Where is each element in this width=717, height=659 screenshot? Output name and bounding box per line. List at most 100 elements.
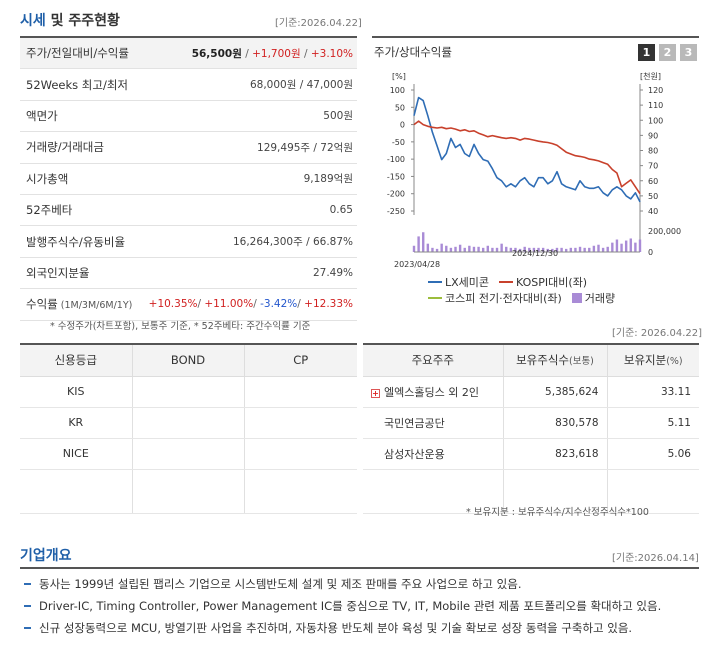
row-label: 시가총액 xyxy=(26,171,69,186)
credit-cp xyxy=(243,376,357,408)
credit-empty xyxy=(243,469,357,514)
overview-text: 신규 성장동력으로 MCU, 방열기판 사업을 추진하며, 자동차용 반도체 분… xyxy=(39,621,633,635)
holder-ratio: 33.11 xyxy=(606,376,699,408)
left-tick-label: -100 xyxy=(387,155,405,164)
market-row-par: 액면가 500원 xyxy=(20,101,357,133)
chart-page-3-button[interactable]: 3 xyxy=(680,43,697,61)
volume-bar xyxy=(606,246,609,252)
holders-table: 주요주주 보유주식수(보통) 보유지분(%) + 엘엑스홀딩스 외 2인 5,38… xyxy=(363,343,699,514)
right-tick-label: 80 xyxy=(648,147,658,156)
chart-page-1-button[interactable]: 1 xyxy=(638,43,655,61)
holders-footnote: * 보유지분 : 보유주식수/지수산정주식수*100 xyxy=(466,507,649,518)
market-row-beta: 52주베타 0.65 xyxy=(20,195,357,227)
volume-bar xyxy=(551,248,554,252)
left-tick-label: -150 xyxy=(387,172,405,181)
market-row-price: 주가/전일대비/수익률 56,500원 / +1,700원 / +3.10% xyxy=(20,38,357,70)
row-label: 발행주식수/유동비율 xyxy=(26,234,126,249)
volume-bar xyxy=(417,236,420,252)
table-row: KIS xyxy=(20,376,357,408)
holders-header-ratio: 보유지분(%) xyxy=(606,344,699,377)
chart-header: 주가/상대수익률 1 2 3 xyxy=(372,36,699,66)
table-row: KR xyxy=(20,407,357,439)
x-tick-label: 2023/04/28 xyxy=(394,260,440,269)
right-tick-label: 100 xyxy=(648,116,663,125)
volume-bar xyxy=(426,243,430,252)
credit-header-row: 신용등급 BOND CP xyxy=(20,344,357,377)
separator: / xyxy=(253,298,261,311)
volume-bar xyxy=(555,247,559,252)
table-row xyxy=(363,469,699,514)
volume-bar xyxy=(583,247,586,252)
legend-item-kospi: KOSPI대비(좌) xyxy=(499,274,587,290)
row-value: +10.35%/ +11.00%/ -3.42%/ +12.33% xyxy=(149,298,353,310)
chart-page-2-button[interactable]: 2 xyxy=(659,43,676,61)
credit-agency: NICE xyxy=(20,438,132,470)
expand-plus-icon[interactable]: + xyxy=(371,388,380,398)
header-label: 보유주식수 xyxy=(516,353,569,368)
header-label: 보유지분 xyxy=(623,353,667,368)
volume-bar xyxy=(592,245,596,252)
legend-label: 거래량 xyxy=(584,292,616,305)
overview-text: 동사는 1999년 설립된 팹리스 기업으로 시스템반도체 설계 및 제조 판매… xyxy=(39,577,522,591)
credit-header-bond: BOND xyxy=(131,344,244,377)
bullet-dash-icon xyxy=(24,583,31,585)
row-value: 56,500원 / +1,700원 / +3.10% xyxy=(192,46,353,61)
market-row-foreign: 외국인지분율 27.49% xyxy=(20,258,357,290)
series-line-price xyxy=(413,96,641,203)
credit-cp xyxy=(243,438,357,470)
volume-bar xyxy=(514,247,517,252)
volume-bar xyxy=(597,244,600,252)
volume-tick-label: 0 xyxy=(648,248,653,257)
holder-empty xyxy=(606,469,699,514)
market-title-sub: 및 주주현황 xyxy=(50,13,120,29)
return-3m: +11.00% xyxy=(204,298,254,311)
left-tick-label: -200 xyxy=(387,190,405,199)
holder-shares: 823,618 xyxy=(502,438,607,470)
volume-bar xyxy=(569,247,573,252)
series-line-kospi-relative xyxy=(413,120,641,195)
row-label: 52주베타 xyxy=(26,203,73,218)
return-1y: +12.33% xyxy=(304,298,353,311)
right-tick-label: 40 xyxy=(648,207,658,216)
credit-bond xyxy=(131,407,244,439)
volume-bar xyxy=(495,247,499,252)
volume-bar xyxy=(523,246,526,252)
legend-swatch xyxy=(428,297,442,299)
separator: / xyxy=(241,47,253,60)
overview-date: [기준:2026.04.14] xyxy=(612,553,699,564)
credit-agency: KR xyxy=(20,407,132,439)
volume-bar xyxy=(440,243,443,252)
volume-bar xyxy=(472,246,476,252)
left-axis-unit: [%] xyxy=(392,72,406,81)
table-row: 삼성자산운용 823,618 5.06 xyxy=(363,438,699,470)
volume-bar xyxy=(537,247,540,252)
legend-swatch xyxy=(499,281,514,283)
return-1m: +10.35% xyxy=(148,298,198,311)
volume-bar xyxy=(578,246,582,252)
change-pct: +3.10% xyxy=(310,47,353,60)
volume-bar xyxy=(486,245,489,252)
list-item: 신규 성장동력으로 MCU, 방열기판 사업을 추진하며, 자동차용 반도체 분… xyxy=(24,620,704,642)
volume-bar xyxy=(560,247,563,252)
market-table: 주가/전일대비/수익률 56,500원 / +1,700원 / +3.10% 5… xyxy=(20,36,357,321)
row-label: 외국인지분율 xyxy=(26,265,90,280)
volume-bar xyxy=(468,245,471,252)
volume-bar xyxy=(615,239,619,252)
stock-chart: [%] [천원] 100 50 0 -50 -100 -150 -200 -250 120 110 10… xyxy=(387,71,681,269)
holder-ratio: 5.06 xyxy=(606,438,699,470)
legend-item-lx: LX세미콘 xyxy=(428,274,489,290)
market-row-shares: 발행주식수/유동비율 16,264,300주 / 66.87% xyxy=(20,226,357,258)
volume-bar xyxy=(620,243,623,252)
return-6m: -3.42% xyxy=(260,298,298,311)
right-tick-label: 90 xyxy=(648,131,658,140)
volume-bar xyxy=(546,248,549,252)
chart-title: 주가/상대수익률 xyxy=(374,45,452,59)
volume-bar xyxy=(574,247,577,252)
volume-bar xyxy=(481,247,485,252)
market-row-52w: 52Weeks 최고/최저 68,000원 / 47,000원 xyxy=(20,69,357,101)
legend-item-volume: 거래량 xyxy=(571,290,616,306)
legend-swatch xyxy=(571,293,582,303)
row-value: 9,189억원 xyxy=(303,173,353,186)
row-label: 수익률 (1M/3M/6M/1Y) xyxy=(26,296,132,312)
header-sub: (%) xyxy=(666,356,683,368)
